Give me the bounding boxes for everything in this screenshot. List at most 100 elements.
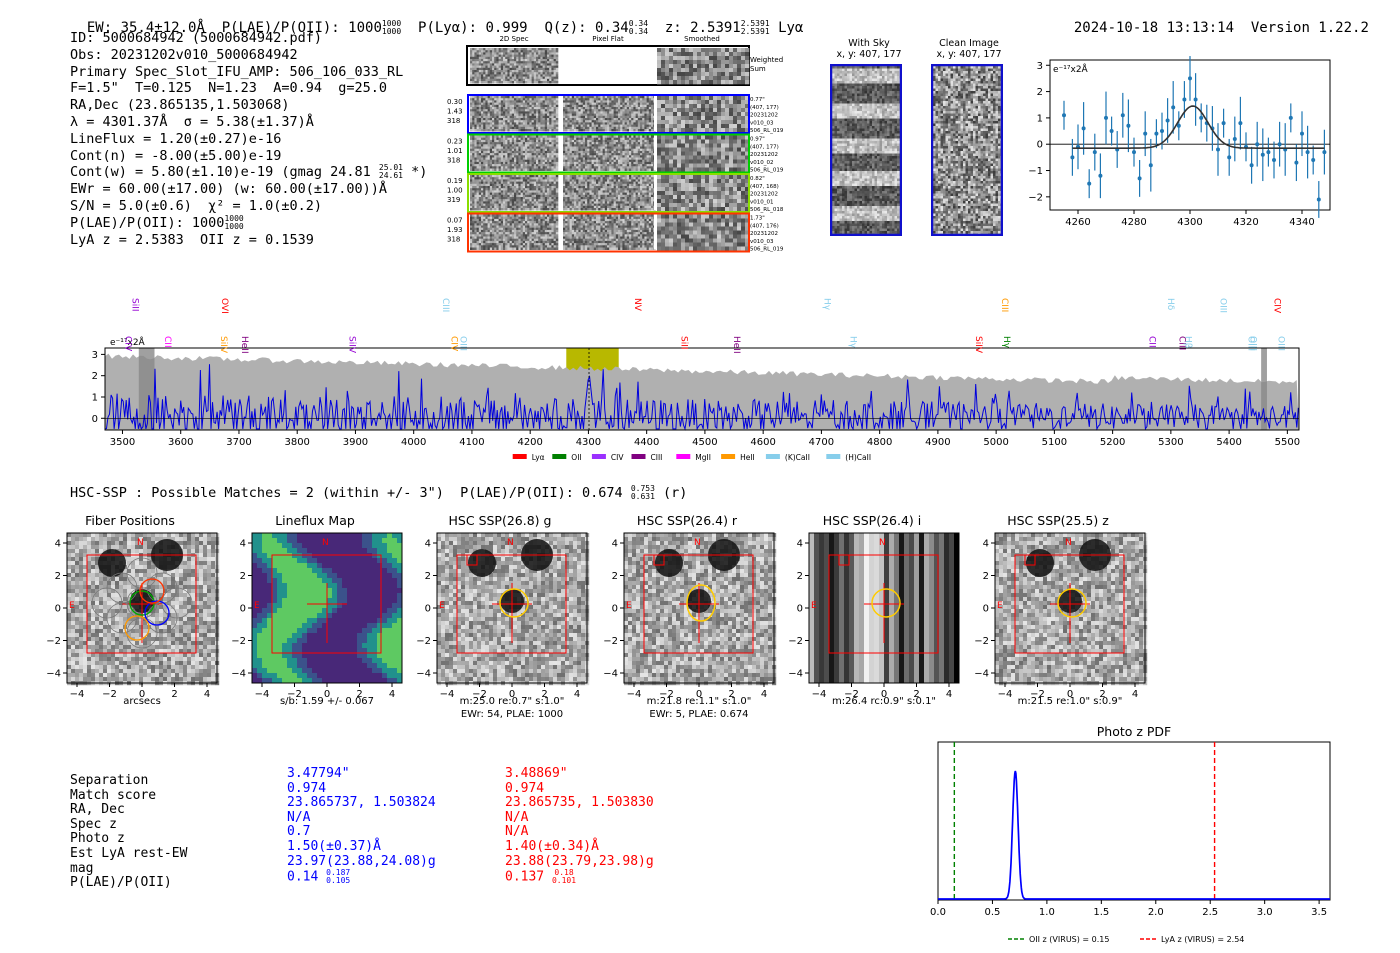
x-tick-label: 3700: [226, 437, 251, 448]
sky-pixel: [879, 218, 883, 222]
divider: [559, 214, 562, 250]
sky-pixel: [995, 208, 999, 212]
pixel: [99, 601, 104, 606]
emission-line-label: Hβ: [1183, 336, 1193, 349]
sky-pixel: [935, 186, 939, 189]
sky-pixel: [877, 68, 880, 72]
sky-pixel: [867, 178, 870, 182]
sky-pixel: [847, 211, 850, 214]
pixel: [159, 533, 164, 538]
sky-pixel: [879, 83, 883, 87]
sky-pixel: [844, 88, 848, 92]
sky-pixel: [990, 113, 994, 117]
sky-pixel: [892, 183, 895, 187]
pixel: [179, 609, 184, 614]
sky-pixel: [857, 178, 860, 182]
sky-pixel: [842, 126, 845, 129]
sky-pixel: [963, 143, 966, 147]
pixel: [67, 597, 72, 602]
sky-pixel: [940, 201, 944, 204]
cutout-row-right-label: 506_RL_018: [750, 207, 784, 213]
sky-pixel: [998, 216, 1001, 219]
sky-pixel: [877, 128, 880, 132]
sky-pixel: [983, 178, 986, 182]
sky-pixel: [990, 111, 994, 114]
sky-pixel: [879, 158, 883, 162]
sky-pixel: [889, 228, 893, 232]
sky-pixel: [857, 101, 860, 104]
sky-pixel: [847, 173, 850, 177]
info-plae: P(LAE)/P(OII): 1000 1000 1000: [70, 213, 244, 231]
data-point: [1260, 152, 1265, 157]
sky-pixel: [842, 161, 845, 164]
sky-pixel: [955, 71, 959, 74]
sky-pixel: [983, 223, 986, 227]
sky-pixel: [993, 151, 996, 154]
sky-pixel: [943, 203, 946, 207]
sky-pixel: [849, 93, 853, 97]
sky-pixel: [852, 131, 855, 134]
pixel: [183, 537, 188, 542]
sky-pixel: [970, 196, 974, 199]
legend-label: Lyα: [532, 453, 545, 462]
sky-pixel: [872, 146, 875, 149]
sky-pixel: [980, 106, 984, 109]
sky-pixel: [879, 213, 883, 217]
sky-pixel: [960, 131, 964, 134]
sky-pixel: [882, 216, 885, 219]
pixel: [95, 581, 100, 586]
sky-pixel: [963, 198, 966, 202]
sky-pixel: [847, 126, 850, 129]
sky-pixel: [970, 183, 974, 187]
sky-pixel: [958, 81, 961, 84]
sky-pixel: [953, 216, 956, 219]
sky-pixel: [892, 228, 895, 232]
sky-pixel: [877, 216, 880, 219]
sky-pixel: [849, 98, 853, 102]
sky-pixel: [950, 113, 954, 117]
sky-pixel: [933, 198, 936, 202]
sky-pixel: [864, 98, 868, 102]
sky-pixel: [968, 78, 971, 82]
sky-pixel: [935, 208, 939, 212]
sky-pixel: [834, 228, 838, 232]
sky-pixel: [943, 186, 946, 189]
sky-pixel: [889, 86, 893, 89]
sky-pixel: [940, 98, 944, 102]
sky-pixel: [849, 153, 853, 157]
sky-pixel: [980, 181, 984, 184]
sky-pixel: [877, 88, 880, 92]
sky-pixel: [854, 163, 858, 167]
sky-pixel: [892, 161, 895, 164]
sky-pixel: [968, 231, 971, 234]
sky-pixel: [940, 151, 944, 154]
pixel: [103, 605, 108, 610]
sky-pixel: [882, 131, 885, 134]
sky-pixel: [945, 91, 949, 94]
sky-pixel: [943, 93, 946, 97]
sky-pixel: [884, 178, 888, 182]
sky-pixel: [882, 108, 885, 112]
sky-pixel: [862, 68, 865, 72]
sky-pixel: [998, 208, 1001, 212]
sky-pixel: [862, 161, 865, 164]
sky-pixel: [864, 198, 868, 202]
sky-pixel: [864, 76, 868, 79]
sky-pixel: [980, 141, 984, 144]
sky-pixel: [978, 123, 981, 127]
pixel: [143, 569, 148, 574]
sky-pixel: [985, 183, 989, 187]
sky-pixel: [869, 96, 873, 99]
sky-pixel: [945, 131, 949, 134]
sky-pixel: [869, 78, 873, 82]
sky-pixel: [869, 198, 873, 202]
sky-pixel: [943, 91, 946, 94]
sky-pixel: [859, 156, 863, 159]
sky-pixel: [985, 121, 989, 124]
sky-pixel: [960, 96, 964, 99]
sky-pixel: [887, 188, 890, 192]
sky-pixel: [847, 186, 850, 189]
sky-pixel: [993, 106, 996, 109]
pixel: [211, 581, 216, 586]
sky-pixel: [945, 206, 949, 209]
